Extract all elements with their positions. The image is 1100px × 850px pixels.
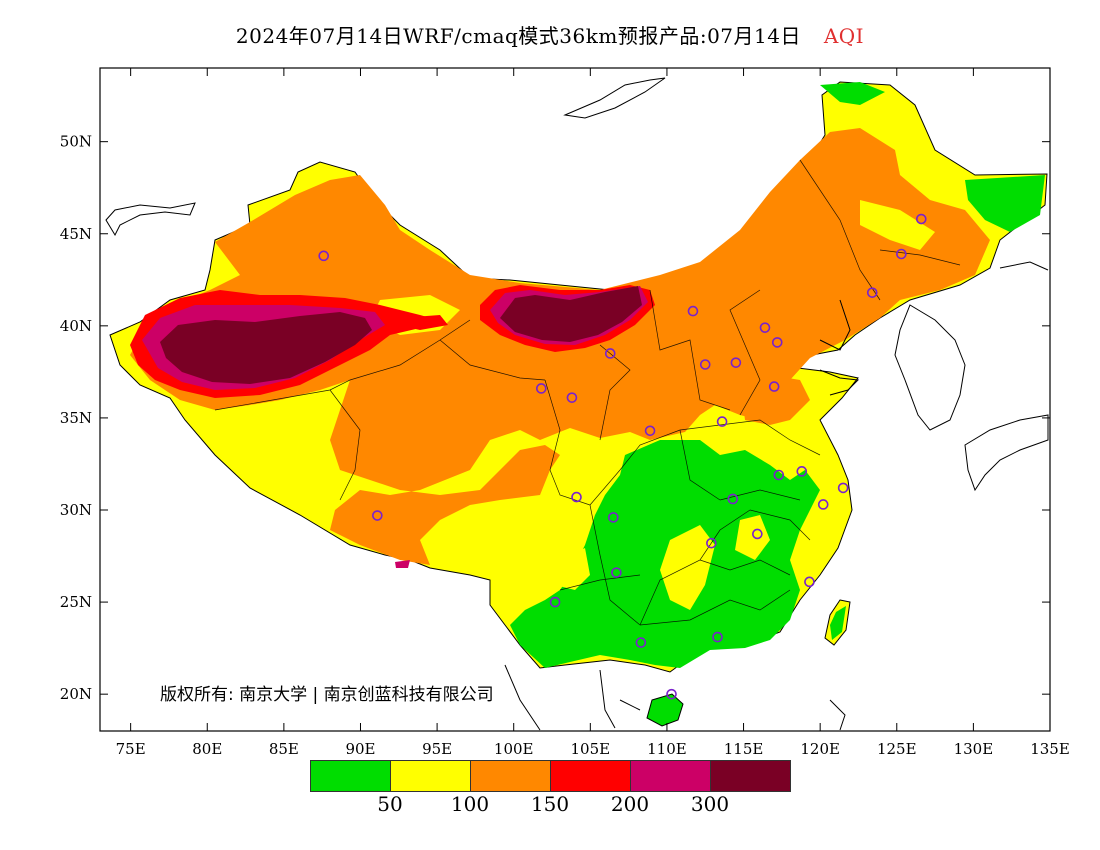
city-marker [837, 482, 849, 494]
coast-russia-north [563, 77, 666, 119]
legend-swatch [711, 761, 790, 791]
legend-threshold-label: 50 [377, 792, 403, 816]
lat-tick-label: 45N [60, 225, 92, 243]
legend-swatch [311, 761, 391, 791]
city-marker [915, 213, 927, 225]
lat-tick-label: 50N [60, 133, 92, 151]
city-marker [604, 348, 616, 359]
city-marker [866, 287, 878, 298]
city-marker [759, 322, 771, 333]
lon-tick-label: 130E [954, 740, 994, 758]
legend-swatch [551, 761, 631, 791]
city-marker [644, 425, 656, 437]
city-marker [566, 392, 578, 403]
city-marker [716, 416, 728, 427]
region-aqi-maroon-north [500, 286, 642, 342]
city-marker [817, 499, 829, 510]
city-marker [706, 537, 717, 549]
lon-tick-label: 80E [192, 740, 222, 758]
legend-swatch [631, 761, 711, 791]
coast-balkhash [105, 202, 196, 237]
coast-philippines [829, 699, 846, 731]
lon-tick-label: 100E [494, 740, 534, 758]
city-marker [666, 688, 677, 700]
legend-threshold-label: 300 [690, 792, 730, 816]
coast-japan [964, 414, 1049, 492]
coastlines [105, 77, 1049, 731]
legend-swatch [391, 761, 471, 791]
lat-tick-label: 25N [60, 593, 92, 611]
coast-shandong [819, 369, 860, 396]
city-marker [768, 381, 780, 392]
city-marker [752, 528, 763, 540]
lon-tick-label: 110E [647, 740, 687, 758]
city-marker [635, 637, 647, 648]
city-marker [571, 491, 582, 503]
region-aqi-orange-bohai [740, 375, 810, 425]
lon-tick-label: 105E [571, 740, 611, 758]
lon-tick-label: 90E [345, 740, 375, 758]
city-marker [727, 493, 739, 505]
city-marker [796, 466, 808, 477]
region-hainan [646, 693, 684, 727]
city-marker [372, 510, 383, 521]
aqi-legend-labels: 50 100 150 200 300 [310, 792, 792, 816]
legend-threshold-label: 200 [610, 792, 650, 816]
province-boundaries [214, 159, 961, 626]
axes: 75E 80E 85E 90E 95E 100E 105E 110E 115E 120E 125E 1… [60, 68, 1070, 758]
legend-swatch [471, 761, 551, 791]
lon-tick-label: 115E [724, 740, 764, 758]
city-marker [699, 359, 711, 370]
lon-tick-label: 125E [877, 740, 917, 758]
coast-vietnam [504, 664, 641, 731]
city-marker [730, 357, 742, 368]
city-marker [804, 576, 815, 588]
city-marker [318, 250, 330, 262]
city-marker [608, 512, 619, 523]
city-marker [611, 567, 622, 578]
coast-liaodong [819, 299, 851, 351]
city-marker [549, 596, 561, 608]
lat-tick-label: 30N [60, 501, 92, 519]
city-markers [318, 213, 927, 700]
coast-korea [894, 304, 966, 431]
city-marker [896, 248, 907, 260]
city-marker [687, 305, 699, 317]
city-marker [773, 469, 785, 481]
region-aqi-maroon-west [160, 312, 372, 384]
lon-tick-label: 135E [1030, 740, 1070, 758]
china-aqi-fill [109, 81, 1048, 727]
coast-russia-east [999, 261, 1049, 271]
lon-tick-label: 75E [116, 740, 146, 758]
lat-tick-label: 40N [60, 317, 92, 335]
copyright-text: 版权所有: 南京大学 | 南京创蓝科技有限公司 [160, 685, 494, 705]
lon-tick-label: 120E [800, 740, 840, 758]
legend-threshold-label: 100 [450, 792, 490, 816]
aqi-legend [310, 760, 791, 792]
title-variable: AQI [823, 24, 865, 48]
city-marker [712, 631, 723, 643]
region-aqi-green-south [510, 440, 820, 668]
lat-tick-label: 35N [60, 409, 92, 427]
city-marker [771, 337, 783, 348]
legend-threshold-label: 150 [530, 792, 570, 816]
map-title: 2024年07月14日WRF/cmaq模式36km预报产品:07月14日 AQI [0, 20, 1100, 49]
lon-tick-label: 85E [269, 740, 299, 758]
title-main: 2024年07月14日WRF/cmaq模式36km预报产品:07月14日 [235, 24, 801, 48]
lat-tick-label: 20N [60, 685, 92, 703]
city-marker [535, 383, 547, 394]
lon-tick-label: 95E [422, 740, 452, 758]
